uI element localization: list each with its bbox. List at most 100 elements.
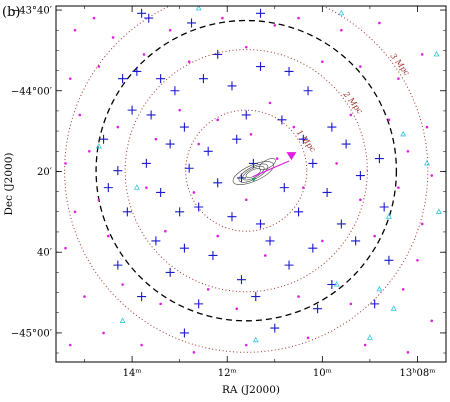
- cross-point: [370, 299, 380, 309]
- cross-point: [213, 178, 223, 188]
- y-tick-label: 20′: [37, 167, 53, 178]
- cross-point: [236, 275, 246, 285]
- dot-point: [140, 343, 143, 347]
- dot-point: [78, 113, 82, 117]
- xray-contours: [232, 158, 276, 185]
- triangle-point: [195, 6, 202, 11]
- dot-point: [116, 125, 120, 129]
- dot-point: [321, 60, 324, 64]
- dot-point: [102, 331, 105, 335]
- ring-label-1: 1 Mpc: [295, 128, 318, 154]
- x-axis-title: RA (J2000): [222, 384, 280, 396]
- series-crosss: [99, 8, 394, 338]
- cross-point: [165, 267, 175, 277]
- cross-point: [213, 49, 223, 59]
- dot-point: [145, 186, 148, 189]
- series-triangles: [95, 6, 442, 343]
- cross-point: [187, 18, 197, 28]
- dot-point: [406, 351, 410, 354]
- radius-ring-1: [185, 109, 308, 232]
- dot-point: [206, 288, 210, 291]
- cross-point: [384, 255, 394, 265]
- cross-point: [327, 122, 337, 132]
- dot-point: [363, 343, 367, 347]
- dot-point: [142, 53, 146, 56]
- series-dots: [64, 16, 434, 354]
- cross-point: [175, 207, 185, 217]
- dot-point: [164, 229, 167, 233]
- dot-point: [68, 77, 72, 80]
- cross-point: [256, 8, 266, 18]
- dot-point: [416, 258, 419, 262]
- cross-point: [232, 134, 242, 144]
- dot-point: [87, 150, 91, 153]
- cross-point: [165, 139, 175, 149]
- cross-point: [137, 292, 147, 302]
- dot-point: [401, 288, 405, 291]
- cross-point: [179, 122, 189, 132]
- dot-point: [192, 351, 196, 354]
- cross-point: [251, 292, 261, 302]
- triangle-point: [95, 143, 102, 149]
- triangle-point: [385, 213, 392, 219]
- dot-point: [297, 295, 300, 298]
- dot-point: [273, 24, 277, 27]
- cross-point: [208, 250, 218, 260]
- dot-point: [425, 125, 429, 129]
- dot-point: [292, 125, 296, 129]
- triangle-point: [338, 9, 345, 16]
- dot-point: [64, 246, 67, 250]
- dot-point: [302, 186, 305, 189]
- dot-point: [387, 118, 391, 122]
- cross-point: [203, 146, 213, 156]
- dot-point: [359, 65, 362, 68]
- triangle-point: [376, 285, 383, 292]
- cross-point: [313, 304, 323, 314]
- dot-point: [349, 302, 353, 306]
- cross-point: [194, 202, 204, 212]
- dot-point: [397, 77, 400, 80]
- triangle-point: [400, 130, 407, 137]
- triangle-point: [333, 281, 340, 287]
- dot-point: [321, 239, 324, 243]
- dot-point: [92, 16, 96, 20]
- cross-point: [241, 110, 251, 120]
- dashed-boundary-ring: [95, 19, 398, 322]
- dot-point: [249, 133, 253, 136]
- dot-point: [111, 36, 115, 39]
- cross-point: [303, 86, 313, 96]
- cross-point: [379, 202, 389, 212]
- cross-point: [141, 158, 151, 168]
- cross-point: [146, 110, 156, 120]
- dot-point: [197, 142, 200, 146]
- cross-point: [227, 212, 237, 222]
- y-tick-label: −43°40′: [11, 6, 53, 17]
- cross-point: [351, 236, 361, 246]
- triangle-point: [433, 51, 440, 57]
- cross-point: [103, 183, 113, 193]
- dot-point: [83, 295, 86, 298]
- cross-point: [118, 74, 128, 84]
- dot-point: [168, 28, 172, 32]
- contour-1: [238, 163, 269, 183]
- cross-point: [374, 154, 384, 164]
- cross-point: [270, 323, 280, 333]
- arrow-line: [252, 160, 290, 178]
- dot-point: [68, 343, 72, 347]
- x-tick-label: 12ᵐ: [218, 368, 237, 379]
- dot-point: [397, 186, 400, 189]
- dot-point: [73, 210, 77, 214]
- dot-point: [97, 198, 101, 202]
- dot-point: [420, 222, 424, 226]
- dot-point: [97, 65, 101, 68]
- dot-point: [406, 150, 410, 153]
- cross-point: [122, 207, 132, 217]
- cross-point: [308, 158, 318, 168]
- y-axis-title: Dec (J2000): [3, 153, 15, 216]
- cross-point: [355, 171, 365, 181]
- dot-point: [216, 118, 220, 122]
- cross-point: [99, 134, 109, 144]
- magenta-down-triangle-marker: [286, 152, 297, 161]
